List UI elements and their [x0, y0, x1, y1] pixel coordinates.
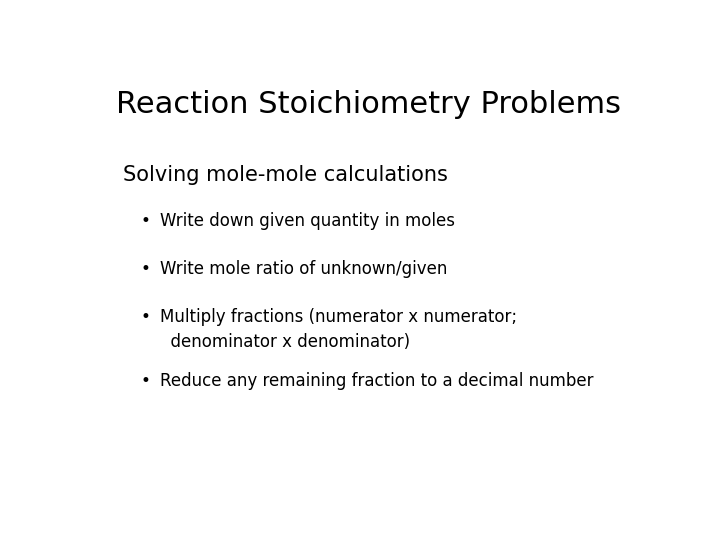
- Text: Solving mole-mole calculations: Solving mole-mole calculations: [124, 165, 449, 185]
- Text: •: •: [141, 212, 150, 231]
- Text: Multiply fractions (numerator x numerator;
  denominator x denominator): Multiply fractions (numerator x numerato…: [160, 308, 517, 351]
- Text: Reduce any remaining fraction to a decimal number: Reduce any remaining fraction to a decim…: [160, 373, 593, 390]
- Text: Write down given quantity in moles: Write down given quantity in moles: [160, 212, 455, 231]
- Text: •: •: [141, 308, 150, 326]
- Text: Reaction Stoichiometry Problems: Reaction Stoichiometry Problems: [117, 90, 621, 119]
- Text: •: •: [141, 373, 150, 390]
- Text: Write mole ratio of unknown/given: Write mole ratio of unknown/given: [160, 260, 447, 278]
- Text: •: •: [141, 260, 150, 278]
